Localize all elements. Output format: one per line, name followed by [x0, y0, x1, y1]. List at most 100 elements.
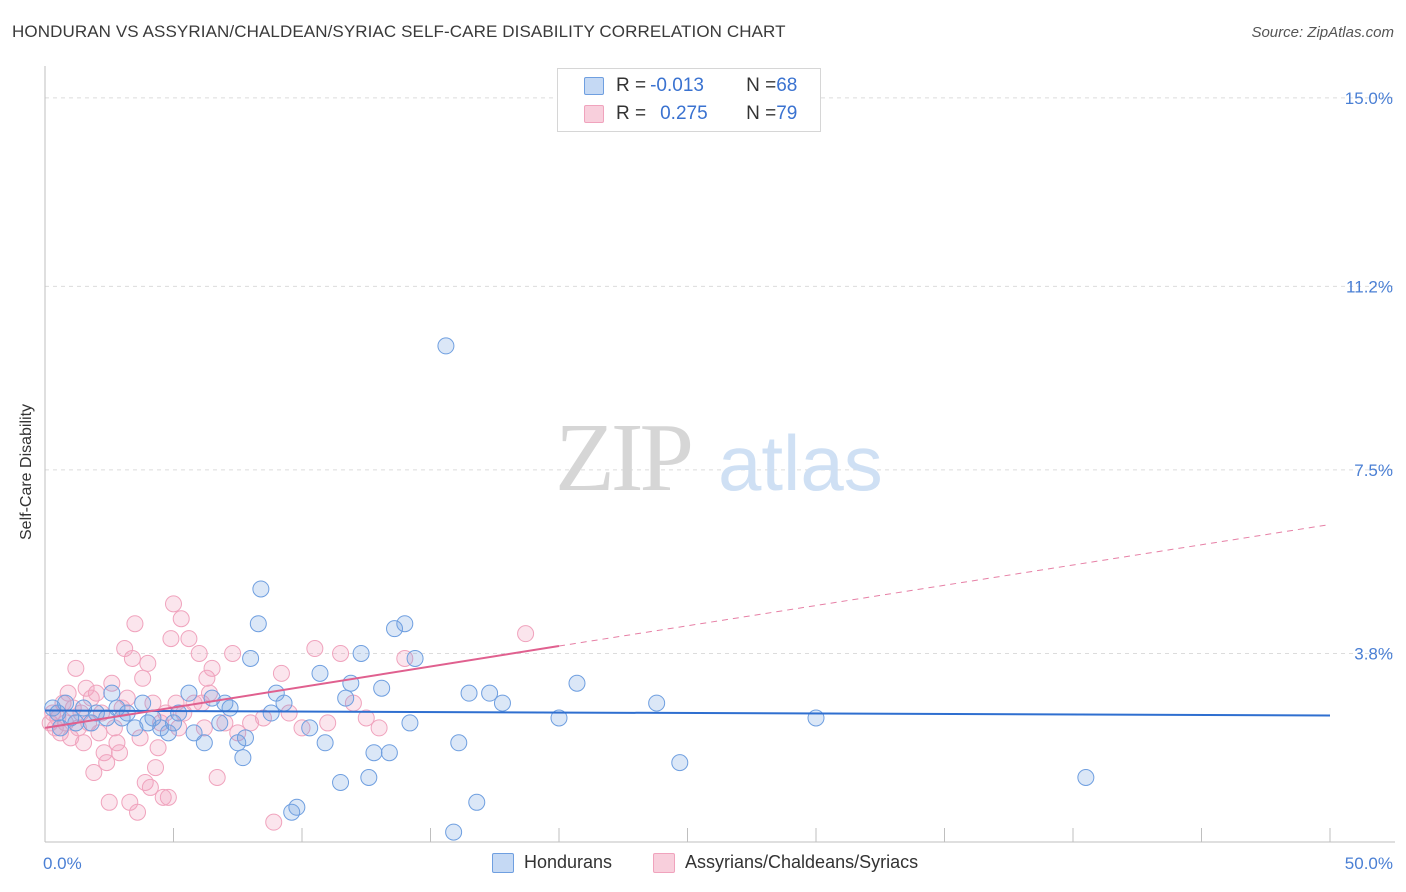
legend-r-label: R =: [616, 75, 647, 96]
honduran-points: [44, 337, 1095, 841]
honduran-point: [396, 615, 414, 633]
honduran-point: [51, 719, 69, 737]
assyrian-point: [306, 640, 324, 658]
assyrian-point: [77, 679, 95, 697]
y-tick-label: 7.5%: [1354, 461, 1393, 480]
honduran-point: [445, 823, 463, 841]
assyrian-point: [159, 788, 177, 806]
honduran-point: [252, 580, 270, 598]
honduran-point: [195, 734, 213, 752]
assyrian-point: [198, 669, 216, 687]
honduran-point: [332, 773, 350, 791]
honduran-point: [301, 719, 319, 737]
assyrian-point: [242, 714, 260, 732]
honduran-point: [450, 734, 468, 752]
assyrian-trend-line: [44, 645, 560, 729]
assyrian-point: [59, 684, 77, 702]
honduran-point: [283, 803, 301, 821]
assyrian-point: [216, 714, 234, 732]
assyrian-point: [154, 788, 172, 806]
honduran-point: [316, 734, 334, 752]
trend-lines: [44, 523, 1331, 729]
assyrian-point: [265, 813, 283, 831]
assyrian-trend-extension: [558, 523, 1331, 647]
honduran-point: [288, 798, 306, 816]
assyrian-point: [129, 803, 147, 821]
honduran-point: [44, 699, 62, 717]
assyrian-point: [118, 689, 136, 707]
honduran-point: [185, 724, 203, 742]
gridlines: [45, 97, 1395, 654]
honduran-point: [170, 704, 188, 722]
assyrian-point: [103, 674, 121, 692]
honduran-point: [352, 644, 370, 662]
y-tick-label: 3.8%: [1354, 644, 1393, 663]
assyrian-point: [147, 759, 165, 777]
y-tick-labels: 3.8% 7.5% 11.2% 15.0%: [1345, 89, 1393, 664]
assyrian-point: [272, 664, 290, 682]
honduran-point: [139, 714, 157, 732]
assyrian-point: [111, 744, 129, 762]
legend-item-hondurans: Hondurans: [492, 852, 612, 873]
honduran-point: [75, 699, 93, 717]
honduran-point: [249, 615, 267, 633]
y-tick-label: 15.0%: [1345, 89, 1393, 108]
assyrian-point: [75, 734, 93, 752]
honduran-point: [648, 694, 666, 712]
watermark-atlas: atlas: [718, 419, 883, 507]
chart-title: HONDURAN VS ASSYRIAN/CHALDEAN/SYRIAC SEL…: [12, 22, 786, 41]
assyrian-point: [190, 644, 208, 662]
legend-n-value: 68: [776, 75, 798, 96]
assyrian-point: [162, 630, 180, 648]
honduran-point: [234, 749, 252, 767]
honduran-point: [437, 337, 455, 355]
assyrian-point: [123, 649, 141, 667]
assyrian-point: [332, 644, 350, 662]
honduran-point: [275, 694, 293, 712]
honduran-point: [460, 684, 478, 702]
honduran-point: [211, 714, 229, 732]
legend-n-label: N =: [746, 75, 777, 96]
assyrian-point: [136, 773, 154, 791]
x-tick-label: 0.0%: [43, 854, 82, 873]
assyrian-point: [141, 778, 159, 796]
honduran-point: [87, 704, 105, 722]
honduran-point: [386, 620, 404, 638]
assyrian-point: [139, 654, 157, 672]
honduran-legend-swatch: [492, 852, 514, 873]
honduran-point: [242, 649, 260, 667]
honduran-point: [550, 709, 568, 727]
honduran-point: [493, 694, 511, 712]
assyrian-point: [100, 793, 118, 811]
y-tick-label: 11.2%: [1346, 277, 1393, 296]
assyrian-point: [87, 684, 105, 702]
assyrian-point: [203, 659, 221, 677]
honduran-point: [481, 684, 499, 702]
assyrian-point: [95, 744, 113, 762]
source-credit: Source: ZipAtlas.com: [1251, 24, 1394, 41]
honduran-point: [406, 649, 424, 667]
honduran-point: [311, 664, 329, 682]
assyrian-point: [357, 709, 375, 727]
honduran-point: [380, 744, 398, 762]
assyrian-point: [208, 769, 226, 787]
assyrian-point: [44, 704, 62, 722]
assyrian-point: [108, 734, 126, 752]
assyrian-point: [149, 739, 167, 757]
honduran-point: [159, 724, 177, 742]
assyrian-point: [180, 630, 198, 648]
legend-r-value: 0.275: [660, 103, 708, 124]
honduran-point: [337, 689, 355, 707]
assyrian-legend-swatch: [653, 852, 675, 873]
honduran-point: [360, 769, 378, 787]
assyrian-point: [370, 719, 388, 737]
legend-n-label: N =: [746, 103, 777, 124]
honduran-trend-line: [44, 709, 1331, 717]
honduran-point: [568, 674, 586, 692]
series-legend: Hondurans Assyrians/Chaldeans/Syriacs: [0, 850, 1406, 878]
honduran-point: [57, 694, 75, 712]
honduran-point: [180, 684, 198, 702]
x-tick-labels: 0.0% 50.0%: [43, 854, 1393, 873]
assyrian-point: [396, 649, 414, 667]
legend-row-assyrians: R = 0.275 N = 79: [558, 101, 797, 127]
